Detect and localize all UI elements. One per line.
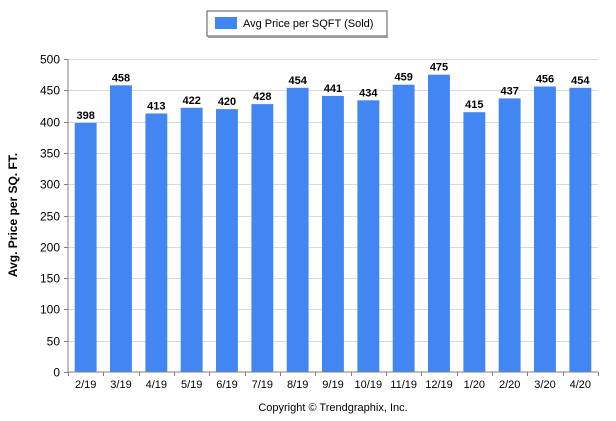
x-tick-label: 7/19 [252,379,273,391]
data-label: 415 [465,99,483,111]
copyright-text: Copyright © Trendgraphix, Inc. [258,402,407,414]
legend-box-shadow [208,36,388,38]
data-label: 398 [77,110,95,122]
bar [534,86,556,372]
bar [498,98,521,373]
x-tick-label: 10/19 [355,379,383,391]
y-axis-title: Avg. Price per SQ. FT. [6,153,20,277]
data-labels: 398 458 413 422 420 428 454 441 434 459 475 415 437 4… [77,62,591,122]
x-tick-label: 11/19 [390,379,417,391]
bar [286,87,309,373]
data-label: 437 [501,85,519,97]
bar [392,84,415,372]
x-tick-label: 2/19 [75,379,96,391]
x-tick-label: 6/19 [216,379,237,391]
y-tick-label: 200 [40,241,60,255]
y-tick-label: 350 [40,147,60,161]
bar [145,113,168,372]
bar [180,107,203,373]
y-tick-label: 400 [40,116,60,130]
data-label: 458 [112,72,130,84]
x-tick-label: 9/19 [322,379,343,391]
legend-label: Avg Price per SQFT (Sold) [243,18,373,30]
bar [322,95,344,373]
y-tick-label: 500 [40,53,60,67]
bar [74,122,97,373]
bar [251,104,274,372]
x-tick-label: 3/20 [534,379,555,391]
y-tick-label: 0 [53,366,60,380]
data-label: 441 [324,83,342,95]
bar [110,85,132,373]
bar [569,87,592,373]
data-label: 456 [536,74,554,86]
data-label: 413 [147,101,165,113]
data-label: 428 [253,91,271,103]
y-tick-label: 100 [40,303,60,317]
data-label: 434 [359,87,378,99]
data-label: 454 [289,75,308,87]
bar [357,100,380,373]
bars [74,74,592,373]
data-label: 475 [430,62,448,74]
x-tick-label: 2/20 [499,379,520,391]
bar [428,74,450,372]
data-label: 454 [571,75,590,87]
data-label: 422 [183,95,201,107]
data-label: 459 [395,72,413,84]
x-tick-label: 5/19 [181,379,202,391]
data-label: 420 [218,96,236,108]
bar [463,112,486,372]
y-tick-label: 50 [47,335,61,349]
y-axis-ticks: 0 50 100 150 200 250 300 350 400 450 500 [40,53,68,380]
x-tick-label: 4/20 [570,379,591,391]
y-tick-label: 300 [40,178,60,192]
y-tick-label: 250 [40,210,60,224]
legend: Avg Price per SQFT (Sold) [206,10,388,38]
bar [216,109,238,372]
x-tick-label: 12/19 [425,379,453,391]
x-tick-label: 4/19 [146,379,167,391]
y-tick-label: 450 [40,84,60,98]
y-tick-label: 150 [40,272,60,286]
x-tick-label: 1/20 [464,379,485,391]
x-axis-ticks: 2/19 3/19 4/19 5/19 6/19 7/19 8/19 9/19 10/19 11/… [68,372,599,391]
x-tick-label: 3/19 [110,379,131,391]
x-tick-label: 8/19 [287,379,308,391]
legend-swatch [215,17,237,29]
